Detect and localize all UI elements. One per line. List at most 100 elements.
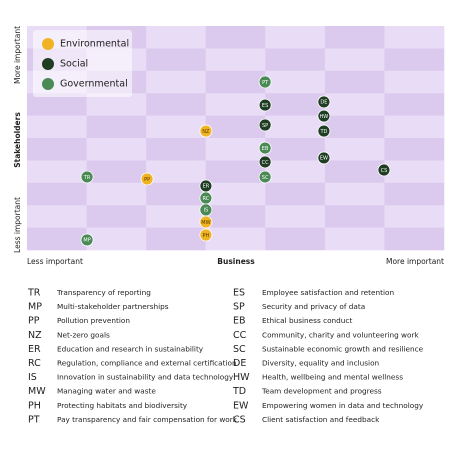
glossary-code: CS (233, 414, 246, 425)
grid-cell (27, 205, 87, 228)
point (317, 109, 331, 123)
grid-cell (205, 160, 266, 184)
point (140, 172, 154, 186)
grid-cell (146, 93, 207, 116)
grid-cell (86, 93, 147, 116)
grid-cell (146, 227, 207, 251)
point (258, 118, 272, 132)
points: PP NZ MW PH ER ES SP CC DE HW TD EW CS TR MP RC IS PT EB SC (80, 75, 391, 247)
glossary-text: Pollution prevention (57, 316, 130, 325)
grid-cell (86, 115, 147, 139)
grid-cell (27, 227, 87, 251)
glossary-text: Sustainable economic growth and resilien… (262, 344, 424, 353)
point (317, 151, 331, 165)
legend-swatch (42, 58, 54, 70)
grid-cell (205, 227, 266, 251)
point-label: PH (203, 233, 210, 239)
point (80, 170, 94, 184)
grid-cell (265, 227, 326, 251)
glossary-code: RC (28, 358, 41, 369)
grid-cell (324, 138, 385, 161)
point-label: NZ (202, 129, 210, 135)
point-label: IS (204, 208, 209, 214)
grid-cell (205, 93, 266, 116)
point (199, 124, 213, 138)
glossary-text: Employee satisfaction and retention (262, 288, 394, 297)
glossary-text: Health, wellbeing and mental wellness (262, 373, 403, 382)
point-label: PP (144, 177, 150, 183)
point-label: HW (320, 114, 329, 120)
glossary-code: TR (27, 288, 41, 299)
grid-cell (146, 48, 207, 72)
plot-area (27, 26, 445, 251)
grid-cell (384, 227, 445, 251)
point-label: ES (262, 103, 268, 109)
point (258, 155, 272, 169)
point (258, 98, 272, 112)
grid-cell (27, 115, 87, 139)
grid-cell (384, 70, 445, 94)
grid-cell (324, 205, 385, 228)
glossary-code: EB (233, 316, 246, 327)
glossary-code: PT (28, 414, 40, 425)
glossary-code: SP (233, 302, 245, 313)
glossary-text: Net-zero goals (57, 330, 110, 339)
grid-cell (384, 160, 445, 184)
glossary-text: Pay transparency and fair compensation f… (57, 415, 238, 424)
grid-cell (146, 160, 207, 184)
legend-box (33, 30, 132, 97)
grid-cell (205, 48, 266, 72)
point-label: SC (262, 175, 269, 181)
grid-cell (384, 138, 445, 161)
point-label: MW (201, 220, 210, 226)
x-axis-label: Business (217, 257, 255, 266)
grid-cell (324, 115, 385, 139)
point (258, 170, 272, 184)
grid-cell (265, 48, 326, 72)
point (377, 163, 391, 177)
glossary: TR Transparency of reporting MP Multi-stake… (27, 288, 424, 426)
point (317, 124, 331, 138)
grid-cell (384, 182, 445, 206)
grid-cell (324, 48, 385, 72)
grid-cell (265, 182, 326, 206)
point-label: EW (320, 156, 328, 162)
grid-cell (146, 26, 207, 49)
legend-label: Governmental (60, 79, 128, 90)
point (258, 75, 272, 89)
glossary-code: NZ (28, 330, 42, 341)
grid-cell (205, 138, 266, 161)
point-label: SP (262, 123, 268, 129)
glossary-text: Regulation, compliance and external cert… (57, 359, 237, 368)
grid-cell (146, 138, 207, 161)
glossary-code: HW (233, 372, 250, 383)
grid-cell (146, 70, 207, 94)
glossary-text: Ethical business conduct (262, 316, 352, 325)
grid-cell (205, 26, 266, 49)
glossary-code: TD (232, 386, 246, 397)
grid-cell (324, 93, 385, 116)
point (199, 228, 213, 242)
y-low-label: Less important (13, 197, 22, 253)
glossary-text: Multi-stakeholder partnerships (57, 302, 169, 311)
glossary-code: PP (28, 316, 40, 327)
grid-cell (265, 205, 326, 228)
grid-cell (27, 182, 87, 206)
grid-cell (384, 205, 445, 228)
grid-cell (86, 205, 147, 228)
grid-cell (265, 26, 326, 49)
glossary-text: Client satisfaction and feedback (262, 415, 380, 424)
grid-cell (324, 227, 385, 251)
grid-cell (384, 26, 445, 49)
grid-cell (86, 227, 147, 251)
grid-cell (27, 93, 87, 116)
grid-cell (384, 48, 445, 72)
legend-label: Social (60, 59, 88, 70)
grid-cell (265, 160, 326, 184)
legend-swatch (42, 78, 54, 90)
glossary-text: Managing water and waste (57, 387, 156, 396)
point-label: TD (319, 129, 327, 135)
glossary-text: Security and privacy of data (262, 302, 365, 311)
point-label: MP (83, 238, 90, 244)
